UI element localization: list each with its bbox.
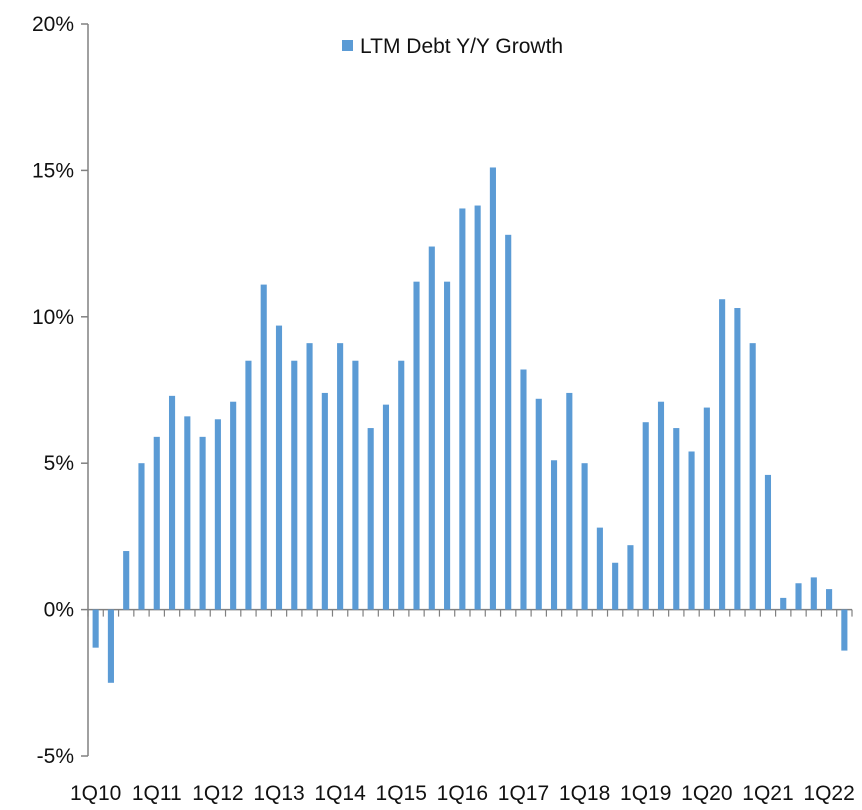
bar xyxy=(337,343,344,610)
bar xyxy=(382,404,390,610)
bar xyxy=(245,360,252,610)
bar xyxy=(459,208,466,610)
bar xyxy=(734,308,741,610)
bar xyxy=(688,451,695,610)
bars xyxy=(92,167,848,683)
bar xyxy=(444,281,451,610)
bar xyxy=(230,401,237,610)
y-tick-label: 15% xyxy=(32,159,74,182)
x-tick-label: 1Q11 xyxy=(132,782,182,805)
y-tick-label: 0% xyxy=(44,599,74,622)
bar xyxy=(306,343,313,610)
bar xyxy=(642,422,649,610)
bar xyxy=(291,360,298,610)
bar xyxy=(199,436,206,610)
bar xyxy=(413,281,420,610)
x-tick-label: 1Q20 xyxy=(681,782,732,805)
bar xyxy=(214,419,221,610)
legend-swatch xyxy=(342,40,353,51)
bar xyxy=(367,428,374,610)
bar xyxy=(841,609,848,651)
bar xyxy=(138,463,145,610)
bar xyxy=(168,395,176,610)
bar xyxy=(505,234,512,610)
x-tick-label: 1Q12 xyxy=(192,782,243,805)
bar xyxy=(474,205,481,610)
bar xyxy=(612,562,619,610)
y-axis: -5% 0% 5% 10% 15% 20% xyxy=(32,13,89,768)
x-tick-label: 1Q10 xyxy=(70,782,121,805)
bar xyxy=(657,401,665,610)
bar xyxy=(535,398,542,610)
bar xyxy=(810,577,817,610)
legend: LTM Debt Y/Y Growth xyxy=(342,35,563,58)
bar xyxy=(520,369,527,610)
y-tick-label: 10% xyxy=(32,306,74,329)
x-tick-label: 1Q14 xyxy=(314,782,366,805)
x-tick-label: 1Q22 xyxy=(803,782,854,805)
bar xyxy=(703,407,710,610)
legend-label: LTM Debt Y/Y Growth xyxy=(360,35,563,58)
y-tick-label: 20% xyxy=(32,13,74,36)
bar xyxy=(566,392,573,610)
x-tick-label: 1Q21 xyxy=(742,782,793,805)
bar xyxy=(550,460,558,610)
bar xyxy=(352,360,359,610)
x-tick-label: 1Q15 xyxy=(376,782,427,805)
bar xyxy=(275,325,283,610)
bar xyxy=(489,167,496,610)
x-tick-label: 1Q19 xyxy=(620,782,671,805)
y-tick-label: -5% xyxy=(37,745,74,768)
bar xyxy=(749,343,756,610)
bar xyxy=(398,360,405,610)
bar xyxy=(673,428,680,610)
bar xyxy=(795,583,802,610)
bar xyxy=(153,436,160,610)
x-tick-label: 1Q16 xyxy=(437,782,488,805)
bar xyxy=(123,551,130,610)
x-tick-label: 1Q18 xyxy=(559,782,610,805)
bar xyxy=(627,545,634,610)
x-axis: 1Q10 1Q11 1Q12 1Q13 1Q14 1Q15 1Q16 1Q17 1Q18 1Q19… xyxy=(70,608,855,805)
bar xyxy=(719,299,726,610)
bar xyxy=(184,416,191,610)
bar xyxy=(107,609,114,683)
bar xyxy=(428,246,435,610)
bar xyxy=(92,609,99,648)
y-tick-label: 5% xyxy=(44,452,74,475)
x-tick-label: 1Q13 xyxy=(253,782,304,805)
bar xyxy=(780,597,787,610)
bar xyxy=(764,474,772,610)
x-tick-label: 1Q17 xyxy=(498,782,549,805)
bar xyxy=(260,284,267,610)
bar xyxy=(596,527,603,610)
bar xyxy=(321,392,328,610)
bar xyxy=(581,463,588,610)
bar xyxy=(826,589,833,610)
